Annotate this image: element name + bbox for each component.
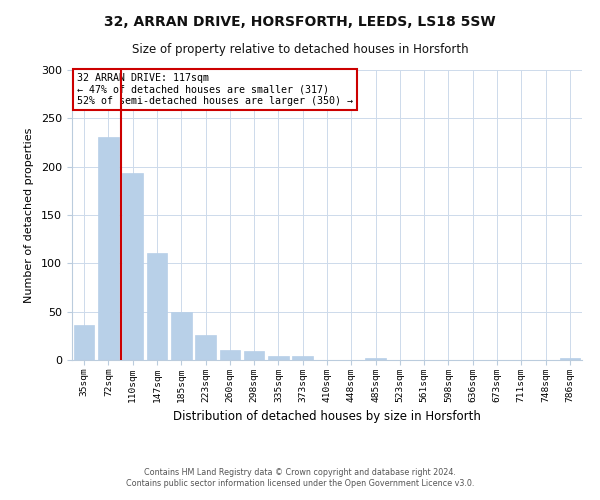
Bar — [560, 358, 580, 360]
Bar — [268, 356, 289, 360]
Bar — [220, 350, 240, 360]
Bar — [98, 136, 119, 360]
Bar — [171, 312, 191, 360]
Text: Size of property relative to detached houses in Horsforth: Size of property relative to detached ho… — [131, 42, 469, 56]
Bar — [365, 358, 386, 360]
Bar — [146, 252, 167, 360]
Bar — [74, 325, 94, 360]
Bar — [244, 352, 265, 360]
Text: Contains HM Land Registry data © Crown copyright and database right 2024.
Contai: Contains HM Land Registry data © Crown c… — [126, 468, 474, 487]
Bar — [292, 356, 313, 360]
Bar — [195, 335, 216, 360]
Text: 32 ARRAN DRIVE: 117sqm
← 47% of detached houses are smaller (317)
52% of semi-de: 32 ARRAN DRIVE: 117sqm ← 47% of detached… — [77, 73, 353, 106]
Y-axis label: Number of detached properties: Number of detached properties — [24, 128, 34, 302]
X-axis label: Distribution of detached houses by size in Horsforth: Distribution of detached houses by size … — [173, 410, 481, 424]
Bar — [122, 174, 143, 360]
Text: 32, ARRAN DRIVE, HORSFORTH, LEEDS, LS18 5SW: 32, ARRAN DRIVE, HORSFORTH, LEEDS, LS18 … — [104, 15, 496, 29]
